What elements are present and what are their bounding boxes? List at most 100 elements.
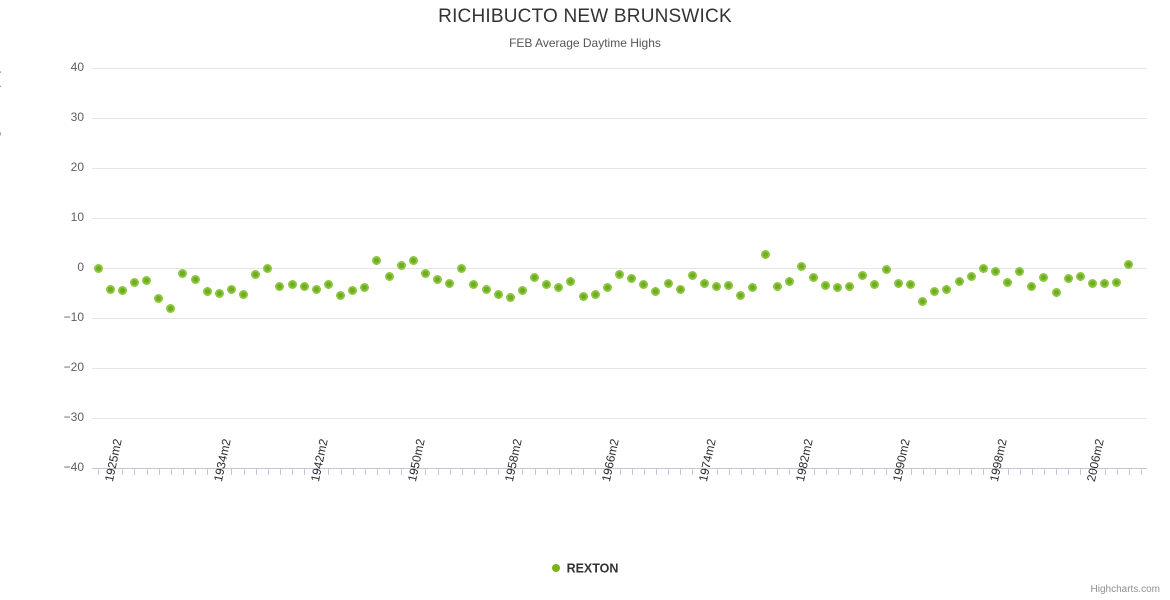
data-point[interactable] bbox=[918, 296, 928, 306]
data-point[interactable] bbox=[990, 267, 1000, 276]
credits-label[interactable]: Highcharts.com bbox=[1090, 584, 1160, 595]
data-point[interactable] bbox=[299, 281, 309, 291]
data-point[interactable] bbox=[724, 280, 734, 290]
data-point[interactable] bbox=[966, 271, 976, 281]
data-point[interactable] bbox=[566, 277, 576, 286]
x-axis-tick bbox=[619, 469, 621, 475]
data-point[interactable] bbox=[348, 286, 358, 295]
data-point[interactable] bbox=[275, 281, 285, 291]
data-point[interactable] bbox=[239, 289, 249, 299]
data-point[interactable] bbox=[396, 261, 406, 270]
data-point[interactable] bbox=[651, 286, 661, 296]
data-point[interactable] bbox=[554, 282, 564, 292]
data-point[interactable] bbox=[675, 285, 685, 294]
data-point[interactable] bbox=[445, 278, 455, 288]
data-point[interactable] bbox=[93, 264, 103, 273]
data-point[interactable] bbox=[954, 276, 964, 286]
legend-item-rexton[interactable]: REXTON bbox=[551, 561, 618, 576]
data-point[interactable] bbox=[857, 271, 867, 280]
data-point[interactable] bbox=[893, 279, 903, 288]
data-point[interactable] bbox=[772, 282, 782, 291]
data-point[interactable] bbox=[336, 291, 346, 300]
data-point[interactable] bbox=[117, 286, 127, 295]
x-axis-tick bbox=[413, 469, 415, 475]
data-point[interactable] bbox=[311, 284, 321, 294]
data-point[interactable] bbox=[881, 264, 891, 274]
data-point[interactable] bbox=[433, 274, 443, 284]
data-point[interactable] bbox=[736, 290, 746, 300]
data-point[interactable] bbox=[942, 284, 952, 294]
data-point[interactable] bbox=[748, 282, 758, 292]
data-point[interactable] bbox=[712, 282, 721, 291]
data-point[interactable] bbox=[1112, 278, 1122, 287]
x-axis-tick bbox=[1092, 469, 1094, 475]
data-point[interactable] bbox=[166, 303, 176, 313]
data-point[interactable] bbox=[457, 264, 467, 273]
data-point[interactable] bbox=[154, 294, 164, 303]
data-point[interactable] bbox=[784, 276, 794, 286]
data-point[interactable] bbox=[517, 286, 527, 295]
data-point[interactable] bbox=[105, 284, 115, 294]
data-point[interactable] bbox=[1075, 271, 1085, 281]
data-point[interactable] bbox=[1003, 278, 1013, 287]
data-point[interactable] bbox=[408, 256, 418, 265]
data-point[interactable] bbox=[263, 264, 273, 273]
data-point[interactable] bbox=[906, 279, 916, 289]
data-point[interactable] bbox=[1100, 278, 1110, 288]
data-point[interactable] bbox=[760, 249, 770, 259]
data-point[interactable] bbox=[372, 255, 382, 265]
data-point[interactable] bbox=[202, 287, 212, 296]
data-point[interactable] bbox=[590, 290, 600, 299]
data-point[interactable] bbox=[178, 268, 188, 278]
gridline bbox=[92, 118, 1147, 119]
data-point[interactable] bbox=[663, 278, 673, 288]
data-point[interactable] bbox=[542, 280, 552, 289]
data-point[interactable] bbox=[1087, 279, 1097, 288]
data-point[interactable] bbox=[615, 270, 624, 279]
data-point[interactable] bbox=[687, 270, 697, 280]
x-axis-tick bbox=[983, 469, 985, 475]
data-point[interactable] bbox=[469, 279, 479, 289]
data-point[interactable] bbox=[1124, 260, 1134, 269]
gridline bbox=[92, 168, 1147, 169]
x-axis-tick bbox=[1056, 469, 1058, 475]
data-point[interactable] bbox=[833, 282, 843, 292]
data-point[interactable] bbox=[251, 270, 261, 279]
x-axis-tick bbox=[607, 469, 609, 475]
data-point[interactable] bbox=[530, 273, 540, 282]
data-point[interactable] bbox=[796, 262, 806, 271]
data-point[interactable] bbox=[699, 278, 709, 288]
data-point[interactable] bbox=[493, 290, 503, 299]
data-point[interactable] bbox=[639, 280, 649, 289]
data-point[interactable] bbox=[627, 273, 637, 283]
data-point[interactable] bbox=[360, 283, 370, 292]
data-point[interactable] bbox=[845, 281, 855, 291]
data-point[interactable] bbox=[420, 269, 430, 278]
data-point[interactable] bbox=[190, 274, 200, 284]
data-point[interactable] bbox=[978, 264, 988, 273]
data-point[interactable] bbox=[214, 288, 224, 298]
data-point[interactable] bbox=[930, 286, 940, 296]
x-axis-tick bbox=[631, 469, 633, 475]
data-point[interactable] bbox=[384, 271, 394, 281]
data-point[interactable] bbox=[809, 273, 819, 282]
data-point[interactable] bbox=[142, 275, 152, 285]
data-point[interactable] bbox=[323, 280, 333, 289]
data-point[interactable] bbox=[1027, 282, 1037, 291]
x-axis-tick bbox=[752, 469, 754, 475]
data-point[interactable] bbox=[1015, 266, 1025, 276]
data-point[interactable] bbox=[1063, 273, 1073, 283]
x-axis-tick bbox=[946, 469, 948, 475]
data-point[interactable] bbox=[578, 291, 588, 301]
data-point[interactable] bbox=[1039, 272, 1049, 282]
data-point[interactable] bbox=[226, 285, 236, 294]
data-point[interactable] bbox=[481, 285, 491, 294]
data-point[interactable] bbox=[1051, 288, 1061, 297]
data-point[interactable] bbox=[287, 280, 297, 289]
x-axis-tick bbox=[1019, 469, 1021, 475]
data-point[interactable] bbox=[505, 293, 515, 302]
data-point[interactable] bbox=[869, 280, 879, 289]
data-point[interactable] bbox=[129, 278, 139, 287]
data-point[interactable] bbox=[821, 281, 831, 290]
data-point[interactable] bbox=[602, 282, 612, 292]
